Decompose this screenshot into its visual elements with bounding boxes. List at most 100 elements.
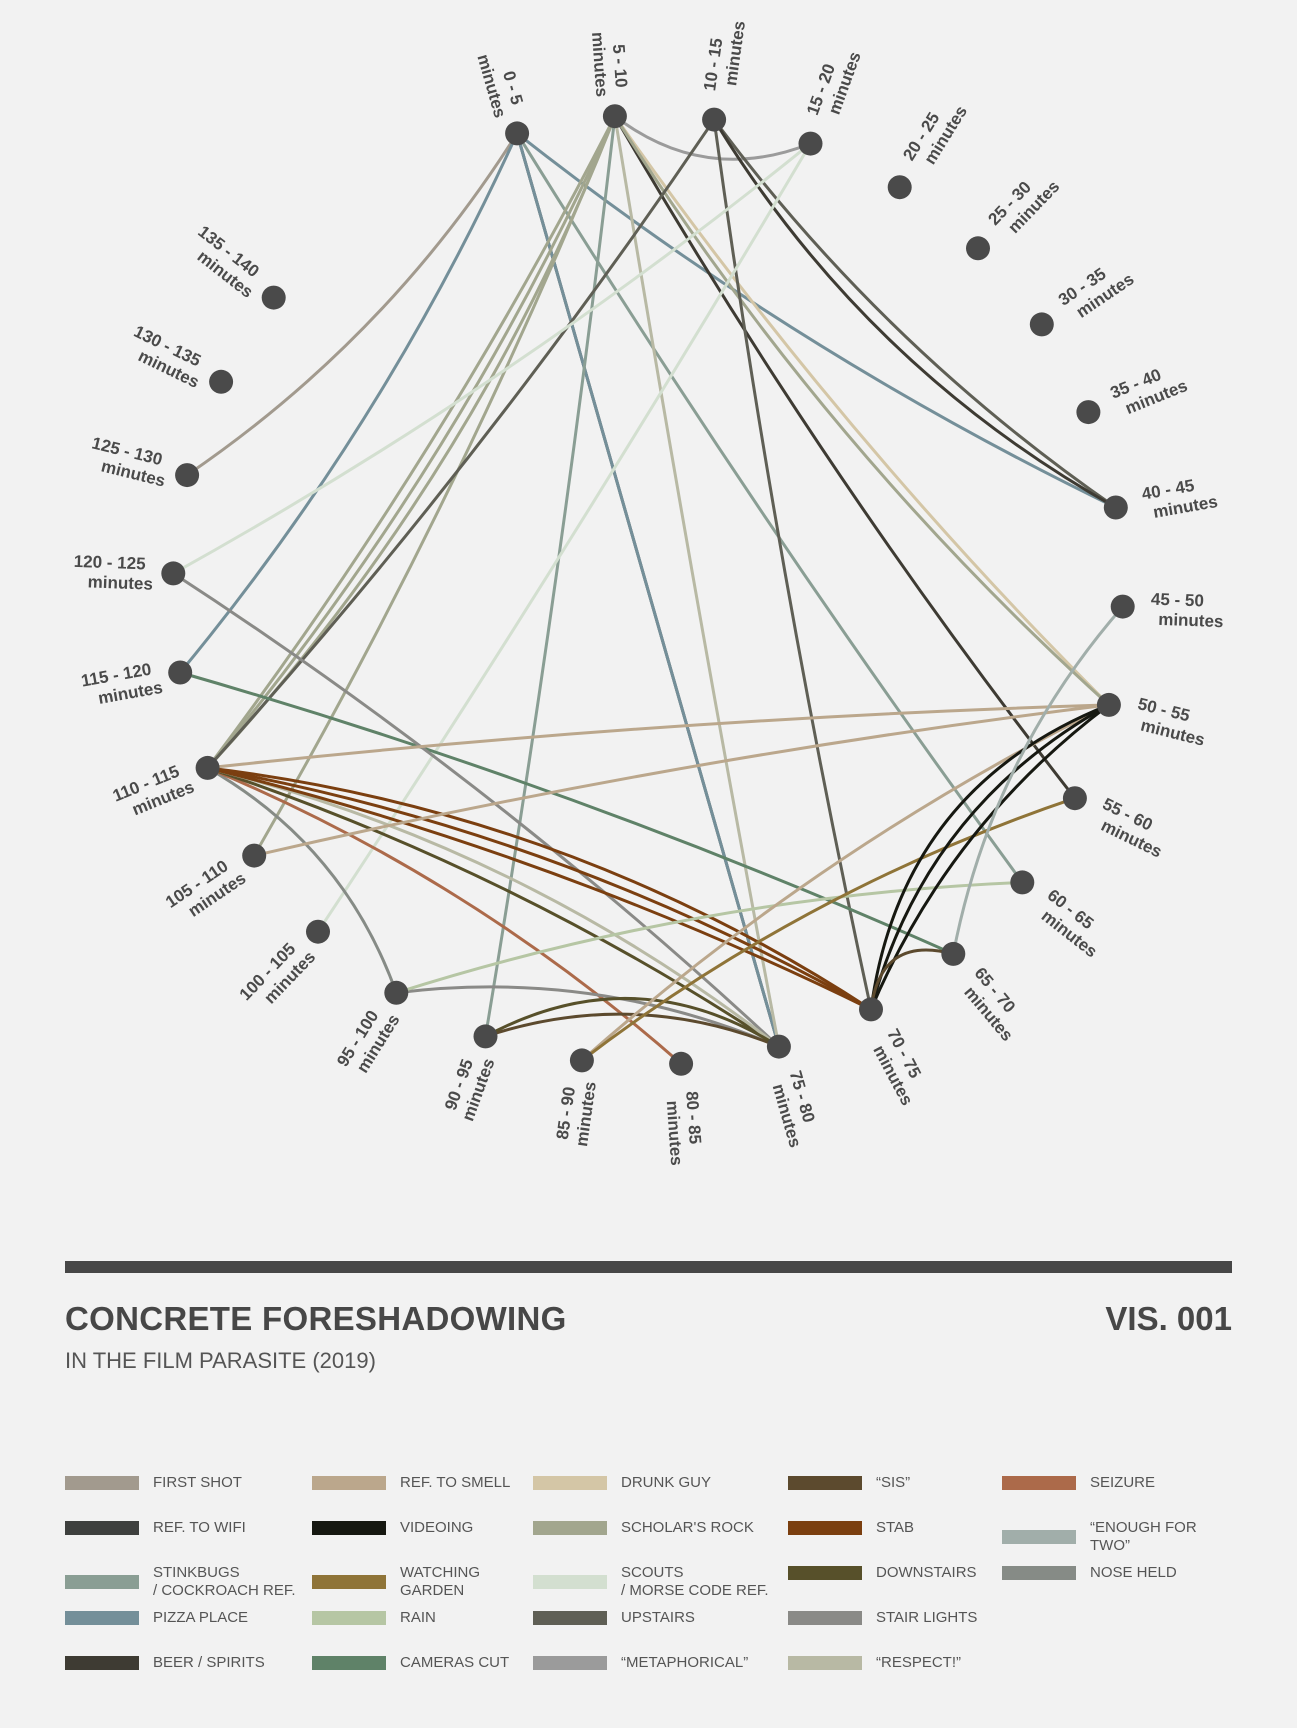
node-dot [306, 919, 330, 944]
link-pizza [178, 131, 519, 674]
node-dot [1103, 495, 1128, 520]
node-label-range: 120 - 125 [73, 552, 145, 573]
legend-item-drunk: DRUNK GUY [533, 1474, 771, 1492]
legend-label: UPSTAIRS [621, 1609, 695, 1626]
node-dot [384, 980, 409, 1005]
link-stab [206, 766, 873, 1011]
link-stab [206, 766, 873, 1011]
legend-item-enough: “ENOUGH FOR TWO” [1002, 1519, 1240, 1555]
legend-item-garden: WATCHING GARDEN [312, 1564, 550, 1600]
node-dot [1062, 786, 1087, 811]
node-label: 55 - 60minutes [1091, 794, 1174, 861]
legend-swatch [65, 1656, 139, 1670]
node-label: 45 - 50minutes [1150, 590, 1225, 632]
legend-swatch [1002, 1476, 1076, 1490]
legend-swatch [788, 1476, 862, 1490]
link-first_shot [185, 131, 519, 477]
legend-swatch [312, 1476, 386, 1490]
node-label: 130 - 135minutes [122, 322, 211, 392]
link-garden [580, 796, 1077, 1062]
page-title: CONCRETE FORESHADOWING [65, 1300, 567, 1337]
node-dot [669, 1051, 694, 1076]
node-dot [941, 941, 966, 966]
node-label: 125 - 130minutes [85, 433, 172, 490]
legend-label: NOSE HELD [1090, 1564, 1177, 1581]
node-label-unit: minutes [87, 572, 153, 593]
legend-label: WATCHING GARDEN [400, 1564, 480, 1599]
legend-swatch [65, 1521, 139, 1535]
legend-label: VIDEOING [400, 1519, 474, 1536]
node-label: 75 - 80minutes [766, 1069, 824, 1150]
link-stair_lights [171, 571, 781, 1049]
node-label: 50 - 55minutes [1131, 694, 1211, 750]
node-label-unit: minutes [721, 20, 749, 87]
legend-item-beer: BEER / SPIRITS [65, 1654, 303, 1672]
link-videoing [869, 703, 1111, 1011]
link-rock [206, 114, 617, 770]
node-dot [1029, 312, 1054, 337]
link-stinkbugs [484, 114, 617, 1038]
link-videoing [869, 703, 1111, 1011]
legend-item-downstairs: DOWNSTAIRS [788, 1564, 1026, 1582]
node-label: 25 - 30minutes [984, 163, 1063, 243]
legend-swatch [312, 1611, 386, 1625]
legend-label: “METAPHORICAL” [621, 1654, 749, 1671]
legend-swatch [65, 1575, 139, 1589]
node-dot [1010, 870, 1035, 895]
link-scouts [171, 142, 812, 575]
node-label: 95 - 100minutes [333, 1000, 403, 1080]
legend-label: SCHOLAR'S ROCK [621, 1519, 754, 1536]
node-label: 30 - 35minutes [1055, 253, 1137, 326]
legend-item-videoing: VIDEOING [312, 1519, 550, 1537]
link-rock [206, 114, 617, 770]
node-label-range: 80 - 85 [682, 1091, 705, 1145]
link-upstairs [206, 118, 716, 770]
node-dot [859, 997, 883, 1022]
node-label: 105 - 110minutes [162, 852, 249, 928]
legend-item-cameras: CAMERAS CUT [312, 1654, 550, 1672]
legend-item-metaphorical: “METAPHORICAL” [533, 1654, 771, 1672]
node-label: 85 - 90minutes [552, 1078, 600, 1148]
legend-item-nose: NOSE HELD [1002, 1564, 1240, 1582]
node-dot [887, 175, 912, 200]
link-rock [613, 114, 1111, 707]
node-dot [195, 755, 220, 780]
link-smell [206, 703, 1111, 770]
node-dot [1110, 594, 1135, 619]
node-dot [261, 285, 286, 310]
node-label-unit: minutes [588, 31, 612, 97]
link-nose [206, 766, 398, 995]
legend-label: SEIZURE [1090, 1474, 1156, 1491]
legend-swatch [788, 1521, 862, 1535]
legend-label: CAMERAS CUT [400, 1654, 510, 1671]
node-label: 80 - 85minutes [662, 1091, 706, 1167]
link-stair_lights [394, 985, 781, 1049]
legend-label: DRUNK GUY [621, 1474, 712, 1491]
legend-swatch [533, 1476, 607, 1490]
legend-swatch [65, 1611, 139, 1625]
node-label: 110 - 115minutes [110, 759, 197, 824]
link-smell [252, 703, 1111, 858]
node-dot [966, 236, 990, 261]
legend-swatch [312, 1656, 386, 1670]
legend-label: DOWNSTAIRS [876, 1564, 977, 1581]
legend-label: “RESPECT!” [876, 1654, 962, 1671]
link-sis [869, 948, 955, 1011]
node-dot [766, 1034, 791, 1059]
link-enough [951, 605, 1125, 956]
legend-swatch [65, 1476, 139, 1490]
link-respect [613, 114, 781, 1049]
link-stab [206, 766, 873, 1011]
legend-swatch [312, 1575, 386, 1589]
node-dot [1076, 400, 1101, 425]
legend-item-respect: “RESPECT!” [788, 1654, 1026, 1672]
node-dot [242, 843, 267, 868]
link-pizza [515, 131, 781, 1049]
node-label: 15 - 20minutes [803, 42, 865, 124]
legend-item-rock: SCHOLAR'S ROCK [533, 1519, 771, 1537]
legend-swatch [788, 1566, 862, 1580]
legend-item-pizza: PIZZA PLACE [65, 1609, 303, 1627]
node-label: 65 - 70minutes [955, 964, 1032, 1045]
legend-item-scouts: SCOUTS / MORSE CODE REF. [533, 1564, 771, 1600]
link-pizza [515, 131, 1118, 509]
